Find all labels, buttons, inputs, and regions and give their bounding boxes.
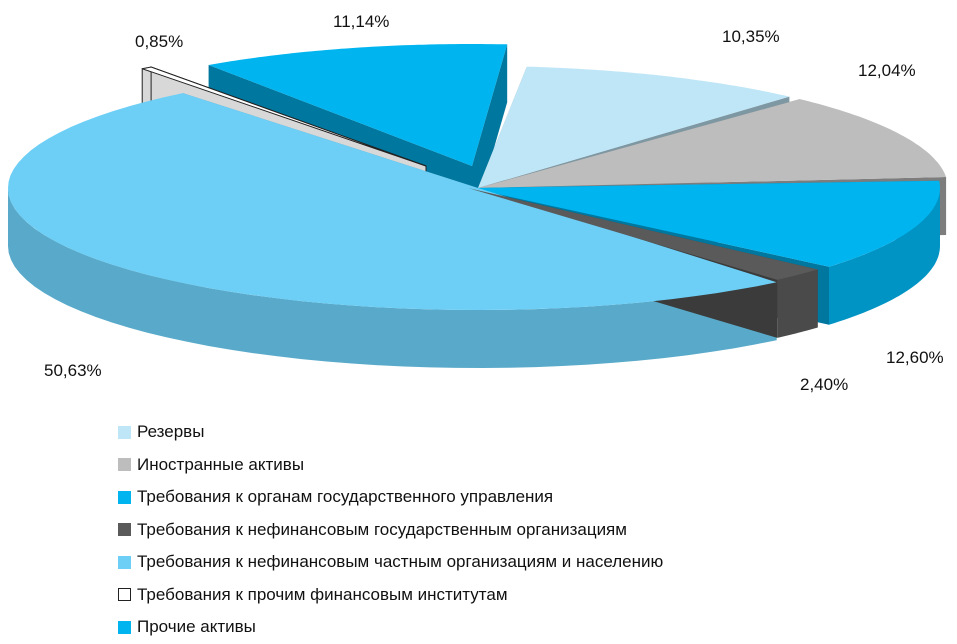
legend-item: Требования к нефинансовым частным органи… [118,546,663,579]
pie-slice-5 [8,93,777,310]
legend-item: Иностранные активы [118,449,663,482]
legend-label: Требования к прочим финансовым института… [137,584,508,604]
legend-item: Резервы [118,416,663,449]
slice-label-2: 12,04% [858,61,916,80]
slice-label-3: 12,60% [886,348,944,367]
legend-label: Резервы [137,422,205,442]
legend-label: Прочие активы [137,617,256,637]
legend-label: Требования к органам государственного уп… [137,487,554,507]
legend-swatch [118,555,131,569]
legend-label: Требования к нефинансовым государственны… [137,519,627,539]
legend: Резервы Иностранные активы Требования к ор… [118,416,663,644]
legend-swatch [118,523,131,537]
pie-slice-2 [478,99,947,188]
legend-label: Требования к нефинансовым частным органи… [137,552,664,572]
legend-swatch [118,588,131,602]
pie-chart: 10,35% 12,04% 12,60% 2,40% 50,63% 0,85% 11,14% [8,12,947,394]
pie-slice-7 [208,44,508,166]
pie-slice-1 [478,66,790,188]
slice-label-1: 10,35% [722,27,780,46]
pie-slice-4 [468,188,818,280]
slice-label-5: 50,63% [44,361,102,380]
legend-item: Требования к прочим финансовым института… [118,579,663,612]
slice-label-6: 0,85% [135,32,183,51]
pie-slice-side [829,188,940,325]
legend-label: Иностранные активы [137,454,305,474]
slice-label-4: 2,40% [800,375,848,394]
slice-label-7: 11,14% [333,12,389,31]
pie-slice-3 [470,180,940,267]
pie-slice-side [8,188,777,368]
pie-slice-6 [142,66,427,167]
pie-slice-side [777,269,818,338]
legend-item: Требования к нефинансовым государственны… [118,514,663,547]
legend-item: Требования к органам государственного уп… [118,481,663,514]
legend-swatch [118,490,131,504]
pie-slice-wall [472,44,508,224]
legend-swatch [118,620,131,634]
legend-swatch [118,425,131,439]
pie-labels: 10,35% 12,04% 12,60% 2,40% 50,63% 0,85% 11,14% [44,12,944,394]
pie-tops [8,44,947,310]
legend-item: Прочие активы [118,611,663,644]
legend-swatch [118,458,131,472]
